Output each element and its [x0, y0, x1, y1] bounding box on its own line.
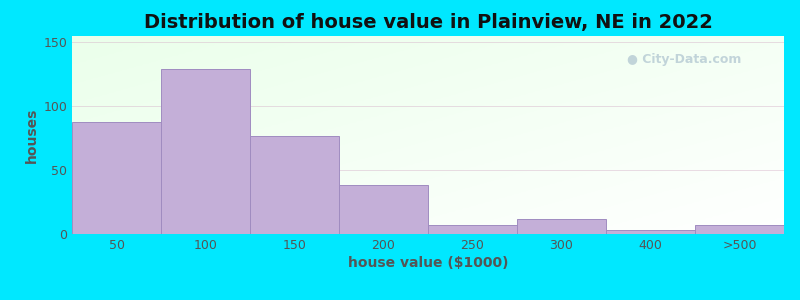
Bar	[250, 136, 339, 234]
Bar	[517, 219, 606, 234]
X-axis label: house value ($1000): house value ($1000)	[348, 256, 508, 270]
Y-axis label: houses: houses	[25, 107, 39, 163]
Title: Distribution of house value in Plainview, NE in 2022: Distribution of house value in Plainview…	[143, 13, 713, 32]
Bar	[161, 69, 250, 234]
Bar	[606, 230, 695, 234]
Bar	[339, 185, 428, 234]
Bar	[72, 122, 161, 234]
Bar	[695, 225, 784, 234]
Text: ● City-Data.com: ● City-Data.com	[627, 53, 742, 66]
Bar	[428, 225, 517, 234]
